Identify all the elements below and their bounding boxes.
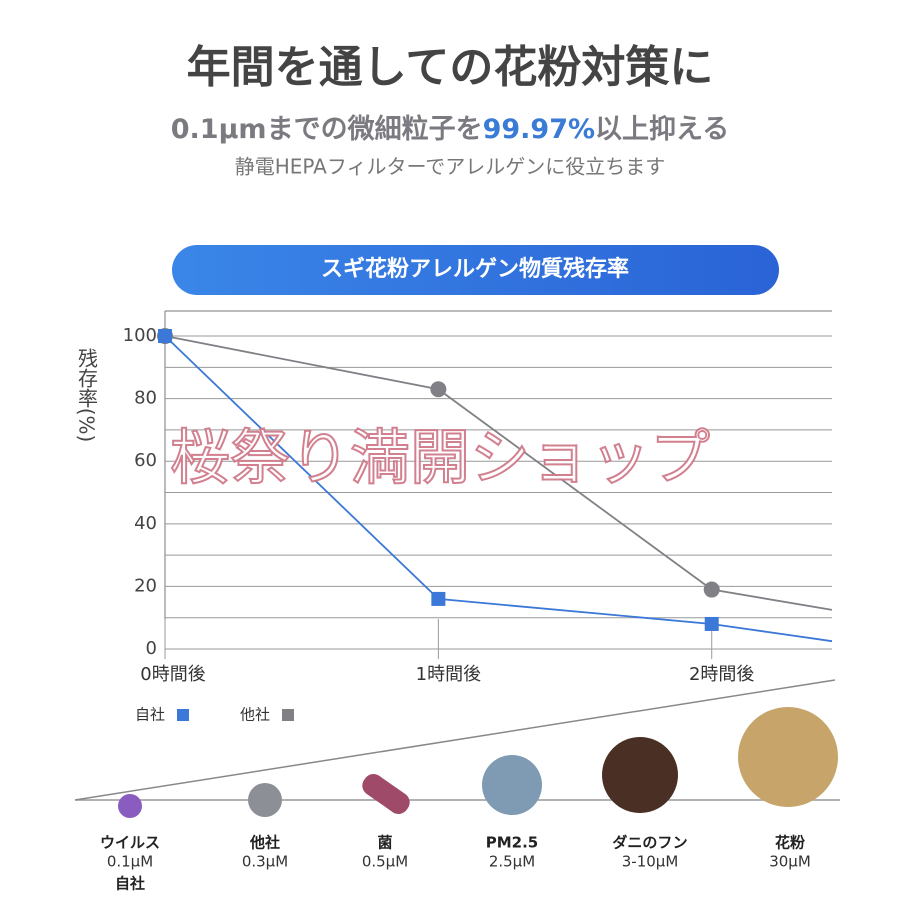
marker	[431, 591, 446, 606]
marker	[158, 329, 172, 344]
y-tick-label: 20	[134, 575, 157, 596]
legend-label: 自社	[135, 706, 165, 724]
line	[164, 335, 833, 643]
subtitle: 0.1μmまでの微細粒子を99.97%以上抑える	[171, 114, 730, 145]
y-axis-label: 残存率(%)	[75, 347, 99, 442]
particle-name: 他社	[249, 834, 280, 852]
note: 静電HEPAフィルターでアレルゲンに役立ちます	[235, 155, 666, 179]
y-tick-label: 100	[123, 325, 157, 346]
chart-title: スギ花粉アレルゲン物質残存率	[321, 256, 629, 282]
pm25-icon	[482, 755, 542, 815]
x-tick-label: 1時間後	[416, 664, 481, 685]
y-tick-label: 0	[146, 638, 157, 659]
watermark: 桜祭り満開ショップ	[170, 424, 710, 494]
size-line	[74, 679, 836, 801]
mite-icon	[602, 737, 678, 813]
title: 年間を通しての花粉対策に	[187, 42, 714, 93]
particle-name: ダニのフン	[612, 834, 687, 852]
y-tick-label: 60	[134, 450, 157, 471]
legend-swatch	[177, 709, 189, 721]
particle-size: 30μM	[769, 853, 811, 871]
other-icon	[248, 783, 282, 817]
marker	[703, 581, 720, 598]
particle-name: 菌	[377, 834, 392, 852]
particle-size: 0.5μM	[362, 853, 408, 871]
virus-icon	[118, 794, 142, 818]
subtitle-text: 0.1μmまでの微細粒子を	[171, 114, 483, 145]
particle-scale	[74, 679, 840, 818]
particle-size: 3-10μM	[622, 853, 679, 871]
legend-swatch	[282, 709, 294, 721]
subtitle-highlight: 99.97%	[483, 114, 595, 145]
bacteria-icon	[362, 774, 410, 814]
particle-size: 0.3μM	[242, 853, 288, 871]
marker	[430, 381, 447, 398]
y-tick-label: 80	[134, 388, 157, 409]
line	[164, 335, 833, 611]
particle-name: 花粉	[775, 834, 805, 852]
particle-labels: ウイルス0.1μM自社他社0.3μM菌0.5μMPM2.52.5μMダニのフン3…	[100, 834, 811, 893]
particle-note: 自社	[115, 875, 145, 893]
particle-name: PM2.5	[486, 834, 539, 852]
particle-size: 2.5μM	[489, 853, 535, 871]
particle-size: 0.1μM	[107, 853, 153, 871]
marker	[704, 616, 719, 631]
legend-label: 他社	[240, 706, 270, 724]
subtitle-text: 以上抑える	[595, 114, 729, 145]
pollen-icon	[738, 707, 838, 807]
y-tick-label: 40	[134, 513, 157, 534]
particle-name: ウイルス	[100, 834, 160, 852]
banner	[172, 245, 779, 295]
x-tick-label: 2時間後	[689, 664, 754, 685]
x-tick-label: 0時間後	[140, 664, 205, 685]
